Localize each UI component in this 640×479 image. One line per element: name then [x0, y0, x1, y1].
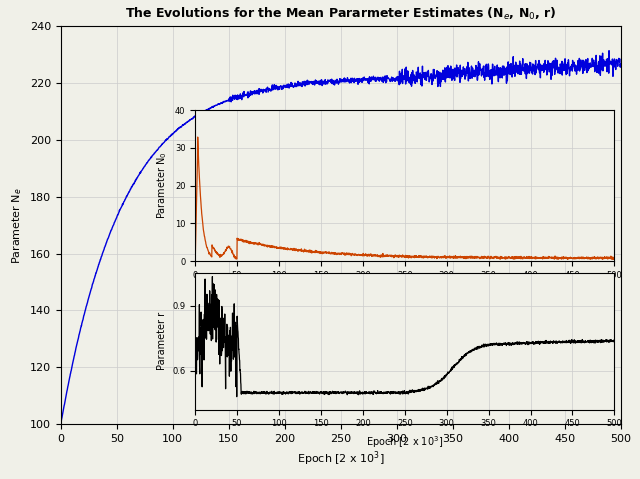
Y-axis label: Parameter N$_0$: Parameter N$_0$: [156, 152, 170, 219]
X-axis label: Epoch [2 x 10$^3$]: Epoch [2 x 10$^3$]: [366, 434, 444, 450]
Title: The Evolutions for the Mean Pararmeter Estimates (N$_e$, N$_0$, r): The Evolutions for the Mean Pararmeter E…: [125, 6, 557, 22]
Y-axis label: Parameter N$_e$: Parameter N$_e$: [10, 187, 24, 263]
X-axis label: Epoch [2 x 10$^3$]: Epoch [2 x 10$^3$]: [297, 449, 385, 468]
Y-axis label: Parameter r: Parameter r: [157, 312, 166, 370]
X-axis label: Epoch [2 x 10$^3$]: Epoch [2 x 10$^3$]: [366, 285, 444, 301]
